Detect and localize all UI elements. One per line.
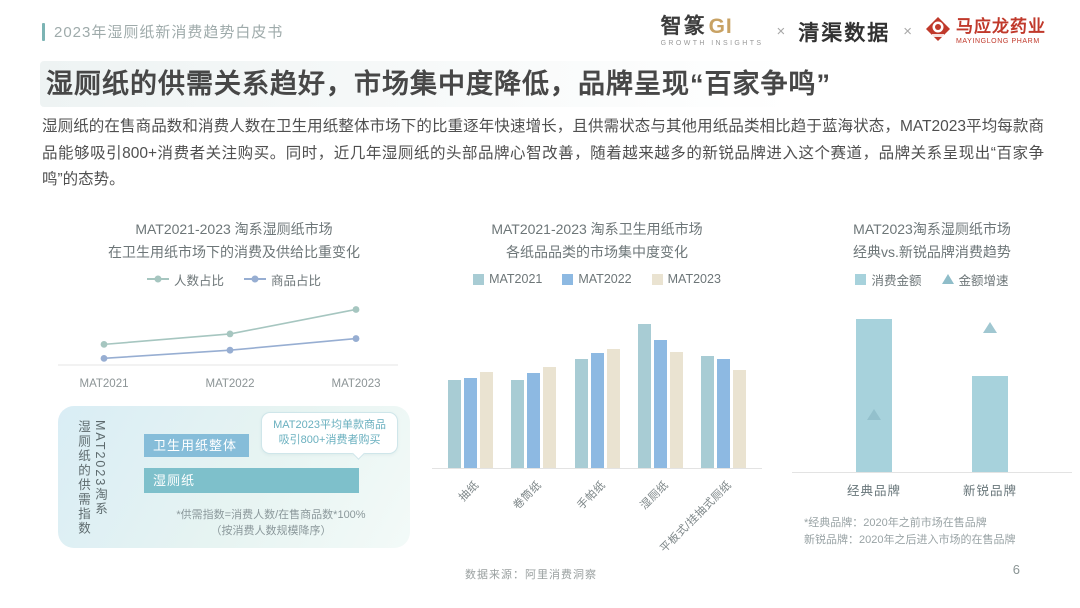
legend-line-icon bbox=[146, 275, 169, 283]
x-tick-label: 新锐品牌 bbox=[962, 484, 1017, 498]
doc-title-text: 2023年湿厕纸新消费趋势白皮书 bbox=[54, 24, 284, 41]
legend-square-icon bbox=[855, 273, 867, 285]
bar bbox=[590, 353, 604, 468]
right-column: MAT2023淘系湿厕纸市场 经典vs.新锐品牌消费趋势 消费金额 金额增速 经典… bbox=[792, 218, 1072, 549]
brand-trend-chart bbox=[792, 305, 1072, 473]
bar bbox=[448, 380, 461, 468]
x-tick-label: MAT2022 bbox=[205, 378, 255, 390]
zhizhuan-logo: 智篆 GI GROWTH INSIGHTS bbox=[661, 16, 764, 47]
legend-line-icon bbox=[244, 275, 266, 283]
bar bbox=[733, 370, 746, 468]
category-label: 抽纸 bbox=[456, 479, 482, 504]
brand-bar bbox=[856, 319, 892, 472]
bar bbox=[637, 324, 651, 468]
bar bbox=[543, 367, 557, 468]
legend-item: 金额增速 bbox=[941, 270, 1009, 289]
bar bbox=[480, 372, 493, 468]
legend-item: MAT2023 bbox=[651, 272, 721, 286]
supply-panel-footnote: *供需指数=消费人数/在售商品数*100% （按消费人数规模降序） bbox=[176, 509, 366, 537]
bar bbox=[653, 340, 667, 468]
chart1-title: MAT2021-2023 淘系湿厕纸市场 在卫生用纸市场下的消费及供给比重变化 bbox=[108, 221, 360, 260]
x-tick-label: 经典品牌 bbox=[846, 484, 901, 498]
growth-triangle-icon bbox=[867, 409, 881, 420]
supply-index-panel: MAT2023淘系 湿厕纸的供需指数 卫生用纸整体湿厕纸 MAT2023平均单款… bbox=[58, 406, 410, 548]
legend-label: 人数占比 bbox=[173, 273, 224, 288]
legend-square-icon bbox=[473, 273, 485, 285]
bar-group: 卷筒纸 bbox=[511, 367, 557, 512]
legend-label: 消费金额 bbox=[871, 273, 922, 288]
mayinglong-subtitle: MAYINGLONG PHARM bbox=[956, 38, 1040, 45]
zhizhuan-subtitle: GROWTH INSIGHTS bbox=[660, 40, 764, 47]
legend-square-icon bbox=[651, 273, 663, 285]
bar bbox=[717, 359, 730, 468]
legend-item: MAT2021 bbox=[473, 272, 542, 286]
chart1-legend: 人数占比 商品占比 bbox=[58, 270, 410, 289]
bar-group: 湿厕纸 bbox=[637, 324, 683, 512]
bar bbox=[527, 373, 541, 468]
legend-item: 人数占比 bbox=[146, 270, 224, 289]
mayinglong-wordmark: 马应龙药业 bbox=[956, 17, 1046, 36]
chart1-x-axis: MAT2021 MAT2022 MAT2023 bbox=[58, 378, 410, 394]
bar bbox=[701, 356, 714, 468]
headline: 湿厕纸的供需关系趋好，市场集中度降低，品牌呈现“百家争鸣” bbox=[40, 61, 1044, 107]
page-header: 2023年湿厕纸新消费趋势白皮书 智篆 GI GROWTH INSIGHTS ×… bbox=[42, 16, 1046, 47]
logo-separator: × bbox=[776, 23, 786, 40]
chart2-legend: MAT2021 MAT2022 MAT2023 bbox=[432, 271, 762, 287]
legend-item: 消费金额 bbox=[855, 270, 922, 289]
qingqu-logo: 清渠数据 bbox=[798, 21, 891, 45]
logo-separator: × bbox=[903, 23, 912, 40]
legend-label: 商品占比 bbox=[271, 273, 322, 288]
bar bbox=[511, 380, 525, 468]
share-trend-line-chart bbox=[58, 291, 410, 378]
chart3-x-axis: 经典品牌 新锐品牌 bbox=[792, 480, 1072, 499]
x-tick-label: MAT2021 bbox=[79, 378, 129, 390]
legend-label: MAT2021 bbox=[489, 272, 543, 286]
category-label: 卷筒纸 bbox=[511, 479, 545, 513]
legend-item: 商品占比 bbox=[244, 270, 321, 289]
data-source: 数据来源：阿里消费洞察 bbox=[465, 569, 597, 581]
left-column: MAT2021-2023 淘系湿厕纸市场 在卫生用纸市场下的消费及供给比重变化 … bbox=[58, 218, 410, 548]
chart2-title: MAT2021-2023 淘系卫生用纸市场 各纸品品类的市场集中度变化 bbox=[491, 221, 703, 260]
supply-bar: 湿厕纸 bbox=[144, 468, 359, 493]
mayinglong-badge-icon bbox=[925, 16, 951, 47]
legend-square-icon bbox=[562, 273, 574, 285]
logo-strip: 智篆 GI GROWTH INSIGHTS × 清渠数据 × bbox=[661, 16, 1046, 47]
chart3-title: MAT2023淘系湿厕纸市场 经典vs.新锐品牌消费趋势 bbox=[853, 221, 1011, 260]
bar bbox=[464, 378, 477, 468]
bar bbox=[669, 352, 683, 468]
chart3-footnote: *经典品牌：2020年之前市场在售品牌 新锐品牌：2020年之后进入市场的在售品… bbox=[804, 517, 1016, 546]
accent-bar-icon bbox=[42, 22, 45, 41]
legend-label: MAT2022 bbox=[578, 272, 632, 286]
bar bbox=[574, 359, 588, 468]
category-label: 湿厕纸 bbox=[637, 479, 671, 513]
supply-callout-bubble: MAT2023平均单款商品 吸引800+消费者购买 bbox=[261, 412, 398, 454]
zhizhuan-gi-mark: GI bbox=[708, 15, 733, 38]
doc-title-block: 2023年湿厕纸新消费趋势白皮书 bbox=[42, 21, 283, 42]
brand-bar bbox=[972, 376, 1008, 472]
bar-group: 抽纸 bbox=[448, 372, 493, 504]
supply-bar: 卫生用纸整体 bbox=[144, 434, 249, 457]
category-label: 手帕纸 bbox=[574, 479, 608, 513]
growth-triangle-icon bbox=[983, 322, 997, 333]
brand-column bbox=[938, 305, 1042, 472]
bar-group: 手帕纸 bbox=[574, 349, 620, 512]
supply-panel-vertical-label: MAT2023淘系 湿厕纸的供需指数 bbox=[76, 420, 107, 536]
bar-group: 平板式/挂抽式厕纸 bbox=[658, 356, 746, 555]
zhizhuan-wordmark: 智篆 bbox=[660, 15, 707, 38]
brand-column bbox=[822, 305, 926, 472]
chart3-legend: 消费金额 金额增速 bbox=[792, 270, 1072, 289]
middle-column: MAT2021-2023 淘系卫生用纸市场 各纸品品类的市场集中度变化 MAT2… bbox=[432, 218, 762, 555]
x-tick-label: MAT2023 bbox=[331, 378, 381, 390]
legend-item: MAT2022 bbox=[562, 272, 632, 286]
supply-index-bars: 卫生用纸整体 湿厕纸 bbox=[144, 434, 394, 493]
legend-label: MAT2023 bbox=[667, 272, 721, 286]
mayinglong-logo: 马应龙药业 MAYINGLONG PHARM bbox=[925, 16, 1046, 47]
page-number: 6 bbox=[1012, 562, 1020, 577]
concentration-bar-chart: 抽纸 卷筒纸 手帕纸 湿厕纸 平板式/挂抽式厕纸 bbox=[432, 311, 762, 555]
legend-label: 金额增速 bbox=[958, 273, 1009, 288]
legend-triangle-icon bbox=[941, 274, 954, 284]
body-paragraph: 湿厕纸的在售商品数和消费人数在卫生用纸整体市场下的比重逐年快速增长，且供需状态与… bbox=[42, 118, 1044, 188]
bar bbox=[606, 349, 620, 468]
